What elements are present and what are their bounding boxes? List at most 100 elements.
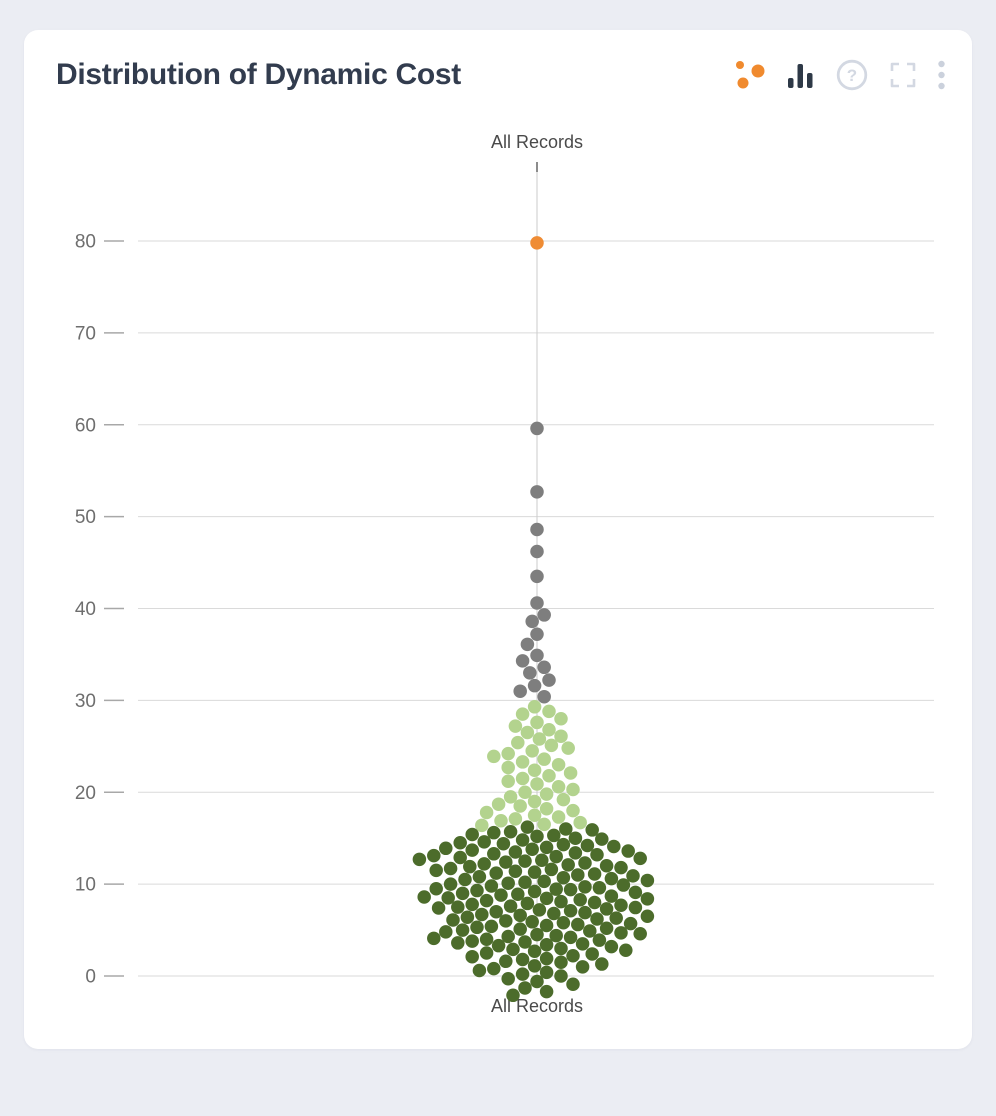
data-point[interactable]	[506, 988, 520, 1003]
data-point[interactable]	[520, 637, 535, 652]
data-point[interactable]	[604, 889, 619, 903]
data-point[interactable]	[489, 904, 503, 919]
data-point[interactable]	[640, 909, 655, 924]
data-point[interactable]	[443, 861, 458, 876]
data-point[interactable]	[595, 957, 609, 971]
data-point[interactable]	[530, 777, 544, 791]
data-point[interactable]	[587, 867, 602, 881]
data-point[interactable]	[592, 881, 607, 895]
data-point[interactable]	[549, 928, 563, 943]
data-point[interactable]	[527, 763, 542, 777]
data-point[interactable]	[542, 768, 556, 783]
data-point[interactable]	[604, 939, 619, 954]
data-point[interactable]	[520, 725, 535, 740]
data-point[interactable]	[455, 923, 470, 937]
data-point[interactable]	[487, 961, 501, 976]
data-point[interactable]	[451, 900, 465, 914]
data-point[interactable]	[537, 660, 551, 675]
data-point[interactable]	[472, 870, 487, 884]
data-point[interactable]	[537, 874, 551, 889]
data-point[interactable]	[566, 782, 580, 797]
data-point[interactable]	[616, 878, 631, 892]
data-point[interactable]	[573, 815, 587, 830]
data-point[interactable]	[515, 967, 530, 981]
data-point[interactable]	[525, 744, 539, 758]
data-point[interactable]	[621, 844, 635, 858]
data-point[interactable]	[554, 712, 568, 726]
data-point[interactable]	[489, 866, 503, 880]
data-point[interactable]	[554, 894, 568, 909]
data-point[interactable]	[578, 856, 592, 870]
data-point[interactable]	[583, 924, 597, 938]
data-point[interactable]	[501, 760, 515, 775]
data-point[interactable]	[470, 920, 484, 935]
data-point[interactable]	[556, 837, 571, 852]
data-point[interactable]	[539, 951, 554, 966]
data-point[interactable]	[503, 899, 518, 913]
bar-chart-button[interactable]	[786, 60, 816, 90]
data-point[interactable]	[501, 972, 515, 986]
data-point[interactable]	[455, 886, 470, 901]
data-point[interactable]	[503, 825, 518, 839]
data-point[interactable]	[551, 757, 566, 772]
data-point[interactable]	[530, 544, 544, 559]
data-point[interactable]	[592, 933, 607, 947]
data-point[interactable]	[503, 790, 518, 804]
data-point[interactable]	[491, 797, 506, 811]
help-button[interactable]: ?	[835, 58, 869, 92]
data-point[interactable]	[599, 921, 614, 935]
data-point[interactable]	[508, 864, 523, 879]
scatter-chart-button[interactable]	[733, 58, 767, 92]
data-point[interactable]	[518, 785, 532, 800]
data-point[interactable]	[465, 827, 479, 842]
data-point[interactable]	[590, 847, 604, 862]
data-point[interactable]	[417, 890, 431, 904]
data-point[interactable]	[537, 817, 551, 832]
data-point[interactable]	[515, 771, 530, 786]
data-point[interactable]	[623, 916, 638, 931]
data-point[interactable]	[571, 868, 585, 882]
data-point[interactable]	[429, 881, 443, 896]
data-point[interactable]	[587, 895, 602, 910]
data-point[interactable]	[499, 914, 513, 928]
data-point[interactable]	[412, 852, 427, 867]
data-point[interactable]	[475, 818, 489, 833]
data-point[interactable]	[614, 898, 628, 913]
data-point[interactable]	[477, 857, 491, 871]
data-point[interactable]	[427, 848, 441, 863]
data-point[interactable]	[525, 614, 539, 629]
data-point[interactable]	[628, 900, 643, 915]
data-point[interactable]	[479, 932, 494, 947]
data-point[interactable]	[590, 912, 604, 926]
data-point[interactable]	[527, 865, 542, 879]
data-point[interactable]	[515, 654, 530, 668]
data-point[interactable]	[513, 908, 527, 923]
data-point[interactable]	[511, 735, 525, 750]
data-point[interactable]	[520, 896, 535, 911]
data-point[interactable]	[491, 938, 506, 953]
data-point[interactable]	[561, 858, 575, 872]
data-point[interactable]	[575, 960, 590, 974]
data-point[interactable]	[573, 892, 587, 907]
data-point[interactable]	[609, 911, 623, 925]
data-point[interactable]	[499, 855, 513, 869]
data-point[interactable]	[542, 704, 556, 719]
data-point[interactable]	[527, 884, 542, 899]
data-point[interactable]	[563, 882, 578, 897]
data-point[interactable]	[559, 822, 573, 836]
data-point[interactable]	[527, 959, 542, 973]
data-point[interactable]	[633, 851, 647, 866]
data-point[interactable]	[578, 905, 592, 920]
data-point[interactable]	[515, 755, 530, 769]
data-point[interactable]	[527, 944, 542, 958]
data-point[interactable]	[556, 870, 571, 885]
data-point[interactable]	[429, 863, 443, 878]
data-point[interactable]	[441, 891, 455, 905]
data-point[interactable]	[532, 732, 547, 746]
data-point[interactable]	[501, 929, 515, 944]
data-point[interactable]	[453, 850, 467, 865]
data-point[interactable]	[585, 823, 599, 837]
data-point[interactable]	[501, 876, 515, 890]
data-point[interactable]	[518, 981, 532, 995]
data-point[interactable]	[626, 869, 640, 883]
